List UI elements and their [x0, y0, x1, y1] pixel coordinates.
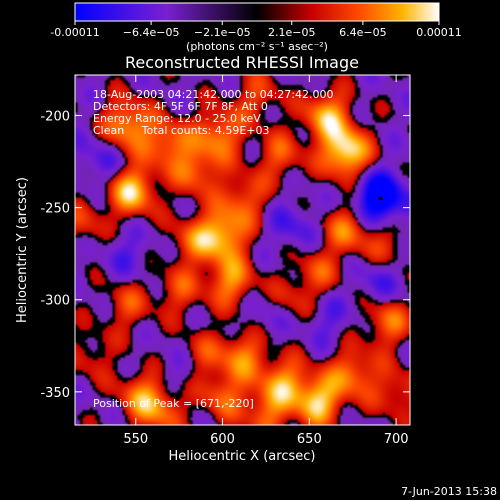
chart-title: Reconstructed RHESSI Image: [125, 53, 359, 72]
x-tick-label: 550: [123, 432, 148, 447]
axis-ticks: 550 600 650 700 -200 -250 -300 -350: [40, 75, 410, 447]
annotation-time: 18-Aug-2003 04:21:42.000 to 04:27:42.000: [93, 88, 334, 101]
x-tick-label: 700: [384, 432, 409, 447]
y-tick-label: -200: [40, 110, 70, 125]
y-tick-label: -250: [40, 202, 70, 217]
colorbar-tick-label: −6.4e−05: [123, 26, 180, 39]
colorbar-tick-label: −2.1e−05: [194, 26, 251, 39]
x-axis-label: Heliocentric X (arcsec): [169, 449, 316, 464]
heatmap-marks: [378, 196, 383, 201]
y-tick-label: -350: [40, 386, 70, 401]
annotation-detectors: Detectors: 4F 5F 6F 7F 8F, Att 0: [93, 100, 268, 113]
annotation-energy: Energy Range: 12.0 - 25.0 keV: [93, 112, 261, 125]
peak-position-label: Position of Peak = [671,-220]: [93, 397, 254, 410]
y-tick-label: -300: [40, 294, 70, 309]
colorbar: [74, 2, 440, 22]
x-tick-label: 650: [297, 432, 322, 447]
min-marker: [378, 196, 383, 201]
colorbar-tick-label: 2.1e−05: [268, 26, 315, 39]
colorbar-tick-label: -0.00011: [50, 26, 99, 39]
annotation-clean: Clean Total counts: 4.59E+03: [93, 124, 270, 137]
colorbar-tick-label: 0.00011: [416, 26, 462, 39]
y-axis-label: Heliocentric Y (arcsec): [15, 177, 30, 323]
x-tick-label: 600: [210, 432, 235, 447]
timestamp: 7-Jun-2013 15:38: [401, 485, 497, 498]
heatmap-image: [75, 75, 410, 425]
plot-frame: [74, 74, 411, 426]
colorbar-ticks: -0.00011 −6.4e−05 −2.1e−05 2.1e−05 6.4e−05 0.…: [50, 21, 462, 39]
colorbar-label: (photons cm⁻² s⁻¹ asec⁻²): [186, 40, 328, 53]
colorbar-tick-label: 6.4e−05: [339, 26, 386, 39]
